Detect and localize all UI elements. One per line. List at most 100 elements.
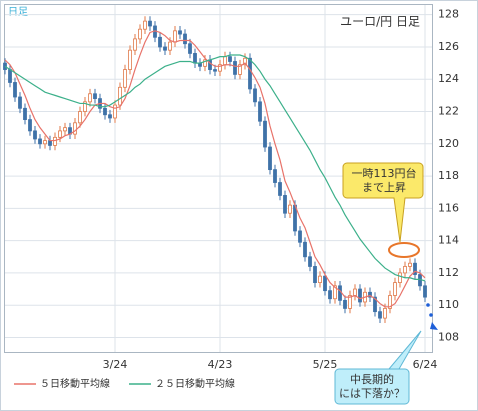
candle-body (48, 140, 52, 146)
candle-body (73, 122, 77, 135)
candle-body (228, 56, 232, 62)
y-tick-label: 118 (438, 169, 459, 182)
candle-body (353, 288, 357, 296)
candle-body (103, 107, 107, 116)
candle-body (423, 285, 427, 298)
candle-body (343, 299, 347, 309)
callout-text: には下落か？ (339, 387, 405, 400)
candle-body (43, 140, 47, 145)
y-tick-label: 116 (438, 201, 459, 214)
candle-body (138, 28, 142, 40)
y-tick-label: 128 (438, 8, 459, 21)
candle-body (13, 82, 17, 98)
candle-body (233, 61, 237, 75)
candle-body (378, 311, 382, 319)
candle-body (223, 56, 227, 66)
highlight-ellipse (388, 242, 420, 258)
x-tick-label: 4/23 (208, 358, 233, 371)
callout-text: 中長期的 (350, 372, 394, 386)
projection-arrow (430, 322, 438, 330)
candle-body (388, 295, 392, 309)
y-tick-label: 110 (438, 298, 459, 311)
moving-average-line (4, 30, 426, 308)
candle-body (328, 290, 332, 300)
candle-body (263, 120, 267, 148)
candle-body (188, 43, 192, 54)
candle-body (373, 296, 377, 313)
candle-body (348, 295, 352, 309)
x-tick-label: 6/24 (413, 358, 438, 371)
plot-area (4, 4, 433, 353)
candle-body (298, 230, 302, 243)
candle-body (168, 41, 172, 51)
candle-body (383, 308, 387, 319)
y-tick-label: 114 (438, 234, 459, 247)
candle-body (238, 64, 242, 75)
candle-body (143, 20, 147, 30)
candle-body (38, 138, 42, 145)
candle-body (148, 20, 152, 27)
candle-body (88, 93, 92, 103)
candle-body (83, 101, 87, 112)
candle-body (333, 285, 337, 300)
y-tick-label: 122 (438, 105, 459, 118)
candle-body (308, 256, 312, 267)
legend-label: ２５日移動平均線 (155, 377, 235, 390)
candle-body (248, 57, 252, 90)
candle-body (313, 266, 317, 284)
candle-body (158, 36, 162, 48)
moving-average-line (4, 54, 426, 282)
projection-dot (426, 303, 430, 307)
candle-body (28, 119, 32, 132)
chart-title: ユーロ/円 日足 (340, 15, 420, 29)
candle-body (108, 114, 112, 119)
callout (342, 162, 424, 243)
candle-body (368, 291, 372, 298)
candle-body (128, 49, 132, 70)
candle-body (213, 69, 217, 72)
candle-body (318, 275, 322, 284)
y-tick-label: 112 (438, 266, 459, 279)
candle-body (63, 127, 67, 132)
candle-body (408, 262, 412, 267)
candle-body (358, 288, 362, 303)
candle-body (118, 86, 122, 106)
candle-body (193, 53, 197, 64)
candle-body (243, 57, 247, 66)
candle-body (93, 93, 97, 100)
candle-body (288, 204, 292, 214)
candle-body (178, 30, 182, 35)
candle-body (163, 46, 167, 51)
candle-body (78, 111, 82, 124)
candle-body (303, 241, 307, 258)
x-tick-label: 3/24 (103, 358, 128, 371)
candle-body (123, 69, 127, 88)
candle-body (58, 130, 62, 138)
y-tick-label: 126 (438, 40, 459, 53)
candle-body (393, 282, 397, 296)
candle-body (218, 64, 222, 72)
candle-body (403, 266, 407, 274)
candle-body (173, 30, 177, 43)
candle-body (283, 195, 287, 214)
chart-subtitle: 日足 (8, 6, 28, 18)
candle-body (33, 130, 37, 140)
candle-body (258, 101, 262, 122)
candle-body (133, 38, 137, 51)
candle-body (278, 182, 282, 196)
projection-dot (429, 313, 433, 317)
y-tick-label: 120 (438, 137, 459, 150)
candle-body (273, 169, 277, 183)
candle-body (338, 285, 342, 301)
y-tick-label: 124 (438, 72, 459, 85)
callout (334, 330, 422, 405)
candle-body (398, 272, 402, 284)
plot (3, 5, 432, 352)
callout-text: まで上昇 (362, 181, 406, 194)
candle-body (253, 88, 257, 103)
candle-body (323, 275, 327, 292)
candle-body (268, 146, 272, 171)
candle-body (203, 59, 207, 67)
candle-body (183, 33, 187, 45)
